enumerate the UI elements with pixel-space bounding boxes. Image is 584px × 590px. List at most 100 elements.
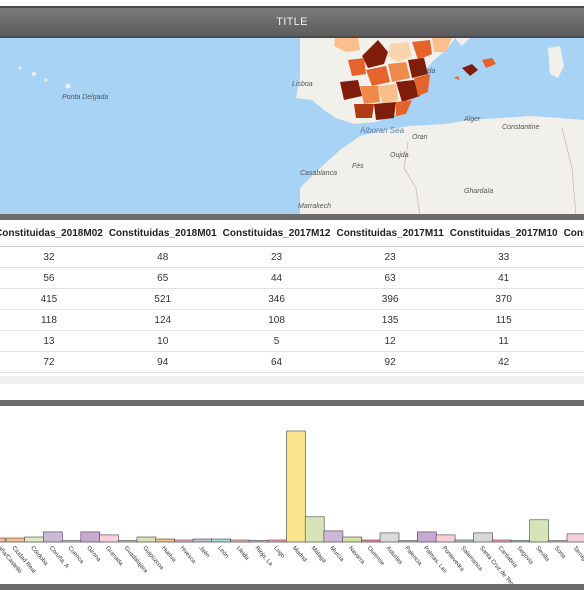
region[interactable] bbox=[362, 40, 388, 68]
table-cell: 115 bbox=[446, 309, 561, 331]
region[interactable] bbox=[388, 62, 410, 82]
chart-panel-footer bbox=[0, 584, 584, 590]
x-tick-label: Asturias bbox=[384, 545, 403, 565]
region[interactable] bbox=[414, 74, 430, 96]
table-cell bbox=[560, 330, 584, 352]
table-row[interactable]: 72 94 64 92 42 bbox=[0, 351, 584, 373]
column-header[interactable]: Const bbox=[560, 220, 584, 247]
chart-bar[interactable] bbox=[80, 531, 101, 543]
table-cell: 42 bbox=[446, 351, 561, 373]
label-ponta: Ponta Delgada bbox=[62, 94, 108, 101]
region-balearic[interactable] bbox=[462, 64, 478, 76]
table-cell: 44 bbox=[219, 267, 334, 289]
chart-bar[interactable] bbox=[435, 534, 456, 543]
page-title: TITLE bbox=[276, 16, 308, 28]
table-row[interactable]: 56 65 44 63 41 bbox=[0, 267, 584, 289]
chart-bar[interactable] bbox=[529, 519, 549, 543]
region[interactable] bbox=[432, 38, 452, 52]
table-cell: 108 bbox=[219, 309, 334, 331]
table-cell: 56 bbox=[0, 267, 106, 289]
column-header[interactable]: Constituidas_2017M12 bbox=[219, 220, 334, 247]
table-cell: 415 bbox=[0, 288, 106, 310]
chart-bar[interactable] bbox=[192, 538, 213, 543]
label-fes: Fès bbox=[352, 163, 364, 170]
region[interactable] bbox=[340, 80, 362, 100]
label-constantine: Constantine bbox=[502, 124, 539, 131]
chart-bar[interactable] bbox=[43, 531, 63, 543]
chart-bar[interactable] bbox=[24, 536, 45, 543]
region[interactable] bbox=[354, 104, 374, 118]
chart-bar[interactable] bbox=[136, 536, 157, 543]
region[interactable] bbox=[396, 80, 420, 102]
column-header[interactable]: Constituidas_2018M02 bbox=[0, 220, 106, 247]
region[interactable] bbox=[408, 58, 428, 78]
chart-bar[interactable] bbox=[342, 536, 362, 543]
choropleth-map[interactable]: Ponta Delgada Lisboa ida Alboran Sea Alg… bbox=[0, 38, 584, 216]
region[interactable] bbox=[388, 42, 412, 62]
label-casablanca: Casablanca bbox=[300, 170, 337, 177]
table-row[interactable]: 13 10 5 12 11 bbox=[0, 330, 584, 352]
north-africa-land bbox=[300, 116, 584, 216]
label-alger: Alger bbox=[463, 116, 481, 123]
table-cell bbox=[560, 309, 584, 331]
table-cell: 370 bbox=[446, 288, 561, 310]
table-cell: 33 bbox=[446, 246, 561, 268]
region[interactable] bbox=[396, 100, 412, 116]
table-cell bbox=[560, 246, 584, 268]
chart-bar[interactable] bbox=[211, 538, 231, 543]
chart-bar[interactable] bbox=[304, 516, 325, 543]
x-tick-label: Cuenca bbox=[67, 545, 85, 565]
label-marrakech: Marrakech bbox=[298, 203, 331, 210]
x-tick-label: León bbox=[216, 545, 229, 559]
x-tick-label: Sevilla bbox=[534, 545, 550, 563]
map-panel-footer bbox=[0, 214, 584, 220]
region[interactable] bbox=[412, 40, 432, 60]
horizontal-scrollbar[interactable] bbox=[0, 376, 584, 384]
region[interactable] bbox=[378, 84, 398, 104]
chart-bar[interactable] bbox=[5, 537, 26, 543]
column-header[interactable]: Constituidas_2018M01 bbox=[105, 220, 220, 247]
chart-bar[interactable] bbox=[323, 530, 344, 543]
table-cell: 41 bbox=[446, 267, 561, 289]
map-canvas[interactable]: Ponta Delgada Lisboa ida Alboran Sea Alg… bbox=[0, 38, 584, 216]
region[interactable] bbox=[374, 102, 396, 120]
region[interactable] bbox=[366, 66, 390, 86]
column-header[interactable]: Constituidas_2017M10 bbox=[446, 220, 561, 247]
chart-bar[interactable] bbox=[0, 537, 6, 543]
chart-bar[interactable] bbox=[566, 533, 584, 543]
x-tick-label: Girona bbox=[85, 545, 102, 563]
label-oujda: Oujda bbox=[390, 152, 409, 159]
table-cell: 118 bbox=[0, 309, 106, 331]
x-tick-label: Segovia bbox=[515, 545, 534, 566]
chart-bar[interactable] bbox=[155, 538, 175, 543]
chart-bar[interactable] bbox=[473, 532, 493, 543]
table-row[interactable]: 32 48 23 23 33 bbox=[0, 246, 584, 268]
table-cell bbox=[560, 351, 584, 373]
table-cell: 23 bbox=[333, 246, 447, 268]
x-tick-label: Navarra bbox=[347, 545, 366, 566]
table-cell: 32 bbox=[0, 246, 106, 268]
table-row[interactable]: 118 124 108 135 115 bbox=[0, 309, 584, 331]
chart-bar[interactable] bbox=[99, 534, 119, 543]
x-tick-label: Tarragona bbox=[571, 545, 584, 570]
table-cell: 65 bbox=[105, 267, 220, 289]
border-line bbox=[561, 127, 577, 216]
france-land bbox=[455, 38, 470, 46]
table-row[interactable]: 415 521 346 396 370 bbox=[0, 288, 584, 310]
region-balearic[interactable] bbox=[482, 58, 496, 68]
region[interactable] bbox=[348, 58, 366, 76]
table-cell: 48 bbox=[105, 246, 220, 268]
chart-bar[interactable] bbox=[379, 532, 400, 543]
chart-bar[interactable] bbox=[286, 430, 306, 543]
x-tick-label: Málaga bbox=[310, 545, 328, 564]
chart-bar[interactable] bbox=[417, 531, 437, 543]
region-balearic[interactable] bbox=[454, 76, 460, 80]
x-tick-label: Córdoba bbox=[29, 545, 49, 567]
region[interactable] bbox=[360, 86, 380, 104]
table-cell: 124 bbox=[105, 309, 220, 331]
region[interactable] bbox=[334, 38, 360, 52]
column-header[interactable]: Constituidas_2017M11 bbox=[333, 220, 447, 247]
data-table-panel[interactable]: Constituidas_2018M02 Constituidas_2018M0… bbox=[0, 220, 584, 380]
